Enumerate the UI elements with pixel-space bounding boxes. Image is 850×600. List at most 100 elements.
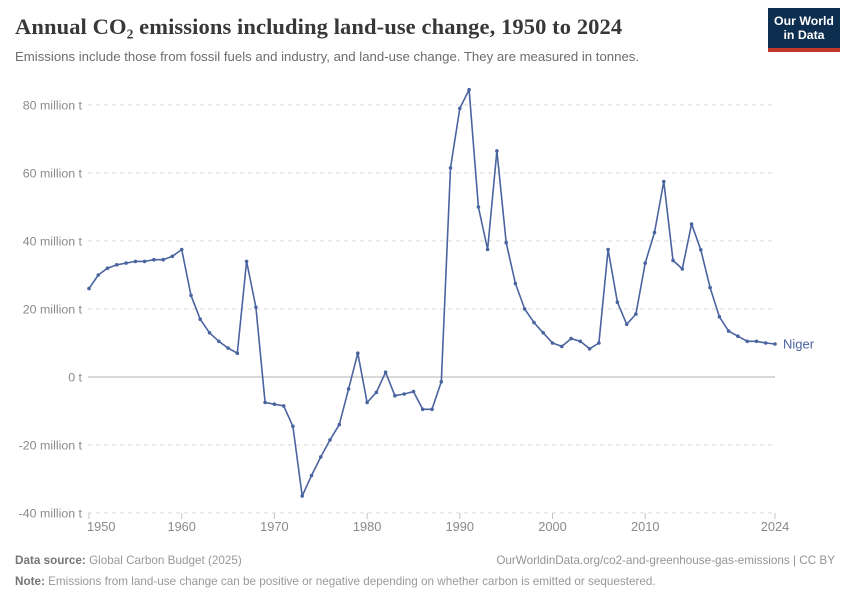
data-point[interactable]: [550, 341, 555, 345]
data-point[interactable]: [532, 320, 536, 325]
data-source-label: Data source:: [15, 554, 86, 567]
data-point[interactable]: [272, 402, 277, 407]
data-point[interactable]: [634, 312, 638, 316]
y-axis-tick-label: 0 t: [68, 370, 82, 384]
data-point[interactable]: [263, 400, 267, 405]
line-chart-svg[interactable]: 80 million t 60 million t 40 million t 20 m…: [0, 85, 850, 545]
data-point[interactable]: [717, 315, 722, 319]
data-point[interactable]: [745, 339, 749, 344]
data-point[interactable]: [754, 339, 759, 344]
data-point[interactable]: [105, 266, 110, 270]
data-point[interactable]: [615, 300, 620, 304]
data-point[interactable]: [662, 179, 666, 184]
series-end-label[interactable]: Niger: [783, 337, 815, 352]
data-point[interactable]: [300, 494, 305, 498]
chart-note: Note: Emissions from land-use change can…: [15, 575, 835, 588]
data-point[interactable]: [689, 222, 694, 226]
chart-footer: Data source: Global Carbon Budget (2025)…: [15, 554, 835, 588]
x-axis-tick-label: 2000: [538, 519, 566, 534]
x-axis-tick-label: 1950: [87, 519, 115, 534]
owid-logo-line1: Our World: [774, 13, 834, 28]
data-point[interactable]: [356, 351, 360, 356]
data-point[interactable]: [495, 149, 499, 153]
data-point[interactable]: [458, 106, 462, 111]
x-axis-tick-label: 2010: [631, 519, 659, 534]
data-point[interactable]: [504, 240, 509, 245]
data-point[interactable]: [374, 390, 379, 395]
data-point[interactable]: [337, 422, 342, 427]
x-axis-tick-label: 1980: [353, 519, 381, 534]
data-point[interactable]: [569, 336, 573, 341]
data-point[interactable]: [597, 341, 601, 345]
data-point[interactable]: [281, 404, 286, 408]
data-point[interactable]: [541, 331, 545, 335]
data-point[interactable]: [643, 261, 647, 265]
line-chart[interactable]: 80 million t 60 million t 40 million t 20 m…: [0, 85, 850, 545]
data-point[interactable]: [420, 407, 425, 412]
y-axis-tick-label: -40 million t: [19, 506, 83, 520]
owid-logo-line2: in Data: [783, 28, 825, 42]
data-point[interactable]: [383, 370, 388, 375]
data-point[interactable]: [708, 285, 712, 290]
data-point[interactable]: [309, 473, 314, 478]
data-point[interactable]: [763, 341, 768, 345]
data-point[interactable]: [402, 392, 407, 396]
data-point[interactable]: [291, 424, 295, 429]
y-axis-tick-label: 80 million t: [23, 98, 83, 112]
data-point[interactable]: [115, 263, 119, 267]
data-point[interactable]: [522, 307, 527, 311]
chart-header: Annual CO₂ emissions including land-use …: [15, 10, 750, 64]
data-point[interactable]: [411, 389, 416, 394]
x-axis-tick-label: 1990: [446, 519, 474, 534]
y-axis-tick-label: 40 million t: [23, 234, 83, 248]
data-point[interactable]: [170, 254, 175, 259]
data-point[interactable]: [235, 351, 240, 356]
data-point[interactable]: [430, 407, 434, 412]
data-point[interactable]: [736, 334, 740, 338]
footer-url[interactable]: OurWorldinData.org/co2-and-greenhouse-ga…: [496, 554, 835, 567]
data-point[interactable]: [652, 230, 657, 235]
data-point[interactable]: [244, 259, 249, 264]
data-point[interactable]: [365, 400, 369, 405]
data-point[interactable]: [448, 166, 453, 170]
owid-logo[interactable]: Our World in Data: [768, 8, 840, 52]
data-point[interactable]: [578, 339, 583, 344]
data-point[interactable]: [142, 259, 147, 264]
data-point[interactable]: [179, 247, 184, 252]
data-point[interactable]: [439, 380, 444, 384]
data-point[interactable]: [587, 347, 592, 351]
data-source: Data source: Global Carbon Budget (2025): [15, 554, 242, 567]
data-point[interactable]: [485, 247, 490, 252]
data-point[interactable]: [217, 339, 221, 344]
data-point[interactable]: [254, 305, 258, 310]
data-point[interactable]: [133, 259, 138, 264]
data-point[interactable]: [346, 387, 351, 391]
data-point[interactable]: [624, 322, 629, 327]
data-point[interactable]: [560, 344, 564, 349]
series-line[interactable]: [88, 88, 776, 497]
data-point[interactable]: [198, 317, 202, 321]
data-point[interactable]: [699, 248, 703, 252]
data-point[interactable]: [319, 455, 323, 459]
data-point[interactable]: [606, 247, 610, 252]
series-niger[interactable]: Niger: [87, 87, 815, 498]
data-point[interactable]: [773, 342, 777, 346]
data-point[interactable]: [96, 273, 101, 277]
data-point[interactable]: [476, 205, 481, 209]
data-point[interactable]: [680, 267, 685, 271]
data-point[interactable]: [671, 258, 675, 263]
data-point[interactable]: [393, 393, 397, 398]
data-point[interactable]: [124, 261, 128, 265]
data-point[interactable]: [161, 257, 165, 262]
data-point[interactable]: [726, 329, 731, 333]
data-point[interactable]: [189, 293, 193, 298]
data-point[interactable]: [226, 346, 230, 350]
data-point[interactable]: [207, 331, 212, 335]
data-point[interactable]: [467, 87, 471, 92]
data-point[interactable]: [87, 286, 91, 291]
data-point[interactable]: [513, 281, 518, 286]
data-point[interactable]: [328, 438, 332, 442]
chart-note-value: Emissions from land-use change can be po…: [48, 575, 656, 588]
data-point[interactable]: [152, 257, 156, 262]
